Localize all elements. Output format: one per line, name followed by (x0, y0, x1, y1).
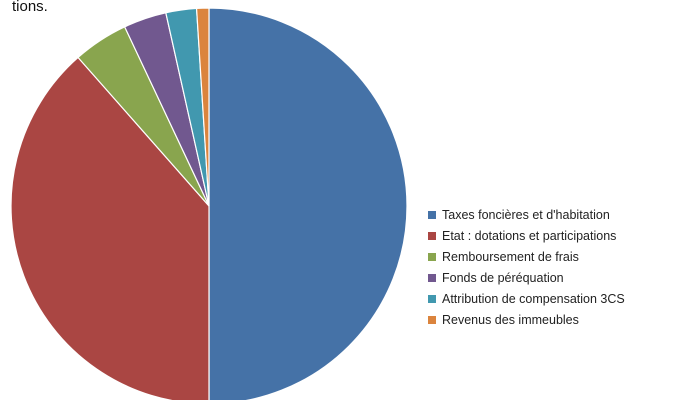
legend-item-2: Remboursement de frais (428, 246, 625, 267)
legend-swatch (428, 210, 436, 219)
legend-swatch (428, 294, 436, 303)
pie-chart (10, 7, 408, 400)
legend-label: Etat : dotations et participations (442, 228, 617, 243)
chart-legend: Taxes foncières et d'habitation Etat : do… (428, 204, 625, 330)
legend-label: Fonds de péréquation (442, 270, 564, 285)
caption-fragment: tions. (12, 0, 48, 15)
legend-label: Remboursement de frais (442, 249, 579, 264)
legend-label: Taxes foncières et d'habitation (442, 207, 610, 222)
legend-swatch (428, 252, 436, 261)
legend-item-4: Attribution de compensation 3CS (428, 288, 625, 309)
pie-slice-0 (208, 7, 408, 400)
legend-item-5: Revenus des immeubles (428, 309, 625, 330)
legend-item-0: Taxes foncières et d'habitation (428, 204, 625, 225)
pie-slice-5 (195, 7, 210, 207)
legend-label: Attribution de compensation 3CS (442, 291, 625, 306)
legend-swatch (428, 315, 436, 324)
pie-slice-1 (10, 56, 210, 400)
legend-swatch (428, 231, 436, 240)
legend-label: Revenus des immeubles (442, 312, 579, 327)
legend-swatch (428, 273, 436, 282)
legend-item-3: Fonds de péréquation (428, 267, 625, 288)
legend-item-1: Etat : dotations et participations (428, 225, 625, 246)
